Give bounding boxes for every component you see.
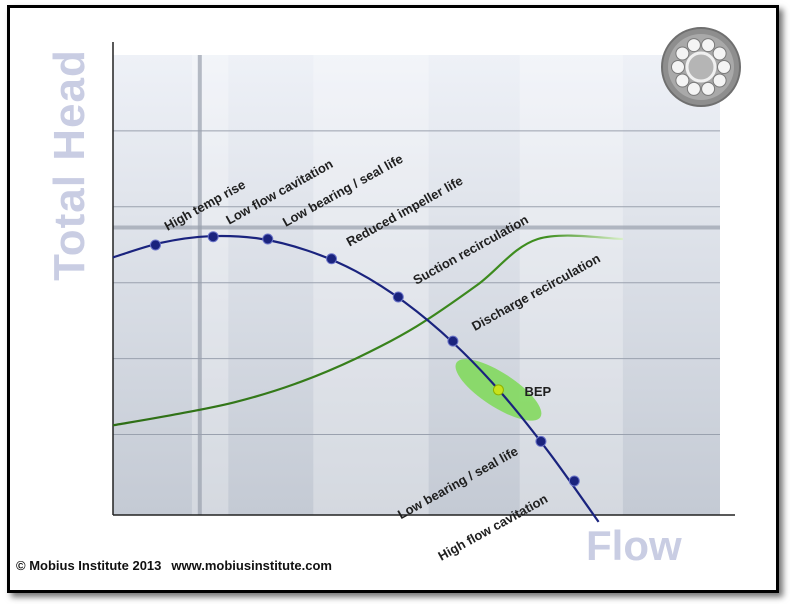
plot-band bbox=[313, 55, 429, 515]
curve-point bbox=[149, 239, 161, 251]
plot-band bbox=[191, 55, 229, 515]
website-link[interactable]: www.mobiusinstitute.com bbox=[171, 558, 332, 573]
bearing-ball bbox=[701, 38, 716, 53]
bearing-icon bbox=[660, 26, 742, 108]
y-axis-title: Total Head bbox=[45, 49, 94, 281]
bearing-ball bbox=[671, 60, 685, 74]
gridlines bbox=[113, 55, 720, 515]
axes bbox=[112, 42, 735, 516]
plot-area bbox=[113, 55, 720, 515]
bearing-ball bbox=[686, 81, 701, 96]
copyright-label: © Mobius Institute 2013 bbox=[16, 558, 162, 573]
bearing-ball bbox=[717, 60, 731, 74]
bearing-ball bbox=[701, 81, 716, 96]
bearing-ball bbox=[686, 38, 701, 53]
plot-background bbox=[113, 55, 720, 515]
point-label: BEP bbox=[524, 384, 551, 399]
bearing-ball bbox=[712, 46, 727, 61]
bearing-ball bbox=[712, 73, 727, 88]
curve-point bbox=[207, 231, 219, 243]
bep-point bbox=[492, 384, 504, 396]
curve-point bbox=[447, 335, 459, 347]
curve-point bbox=[535, 435, 547, 447]
curve-point bbox=[568, 475, 580, 487]
copyright-text: © Mobius Institute 2013 www.mobiusinstitu… bbox=[16, 558, 332, 573]
bearing-ball bbox=[675, 46, 690, 61]
bearing-ball bbox=[675, 73, 690, 88]
head-curve-line bbox=[112, 234, 600, 523]
system-curve-line bbox=[112, 234, 623, 427]
curve-point bbox=[262, 233, 274, 245]
curve-point bbox=[392, 291, 404, 303]
x-axis-title: Flow bbox=[586, 522, 682, 569]
curve-point bbox=[326, 253, 338, 265]
